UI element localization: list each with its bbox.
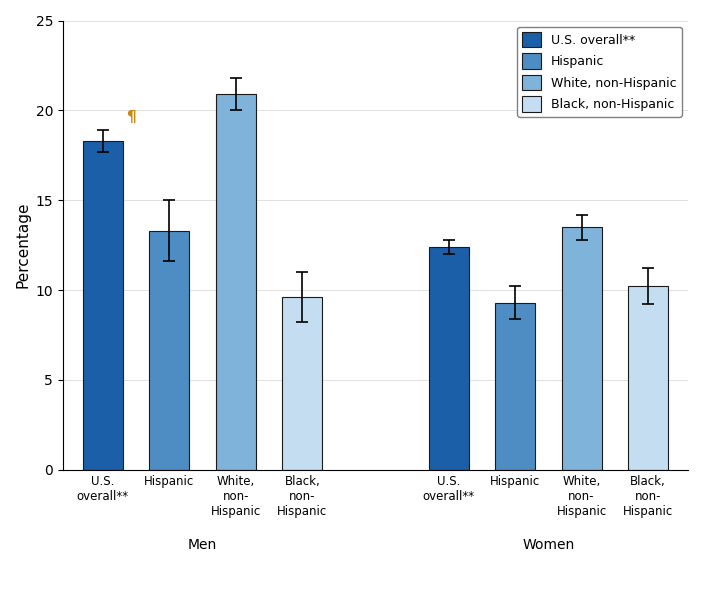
- Text: ¶: ¶: [126, 110, 136, 125]
- Legend: U.S. overall**, Hispanic, White, non-Hispanic, Black, non-Hispanic: U.S. overall**, Hispanic, White, non-His…: [517, 27, 682, 116]
- Bar: [83, 141, 123, 470]
- Bar: [283, 297, 322, 470]
- Bar: [149, 231, 189, 470]
- Y-axis label: Percentage: Percentage: [15, 202, 30, 288]
- Bar: [495, 302, 535, 470]
- Text: Men: Men: [188, 538, 217, 552]
- Bar: [216, 94, 256, 470]
- Bar: [628, 287, 668, 470]
- Bar: [429, 247, 469, 470]
- Text: Women: Women: [522, 538, 574, 552]
- Bar: [562, 227, 602, 470]
